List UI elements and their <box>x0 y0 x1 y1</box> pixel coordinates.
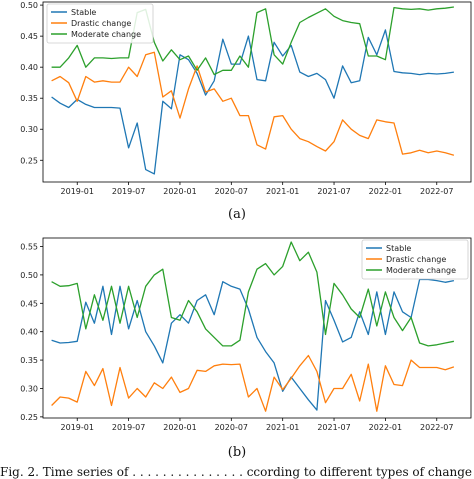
caption-b: (b) <box>228 445 246 460</box>
legend-label: Drastic change <box>71 19 131 28</box>
legend-label: Stable <box>71 8 96 17</box>
y-tick-label: 0.35 <box>20 356 38 365</box>
series-line-stable <box>51 278 455 411</box>
figure-caption: Fig. 2. Time series of . . . . . . . . .… <box>0 465 474 479</box>
x-tick-label: 2020-01 <box>163 423 196 432</box>
x-tick-label: 2021-07 <box>317 423 350 432</box>
y-tick-label: 0.55 <box>20 243 38 252</box>
x-tick-label: 2019-01 <box>61 423 94 432</box>
legend-label: Moderate change <box>71 30 141 39</box>
x-tick-label: 2019-07 <box>112 187 145 196</box>
y-tick-label: 0.25 <box>20 156 38 165</box>
legend: Stable Drastic change Moderate change <box>46 3 154 44</box>
plot-frame <box>42 1 472 183</box>
x-tick-label: 2019-01 <box>61 187 94 196</box>
legend-box <box>46 3 154 44</box>
legend-label: Drastic change <box>386 255 446 264</box>
y-tick-label: 0.30 <box>20 125 38 134</box>
series-line-drastic-change <box>51 51 455 156</box>
y-tick-label: 0.50 <box>20 1 38 10</box>
x-tick-label: 2022-01 <box>369 187 402 196</box>
y-tick-label: 0.45 <box>20 299 38 308</box>
x-tick-label: 2019-07 <box>112 423 145 432</box>
y-tick-label: 0.40 <box>20 328 38 337</box>
y-tick-label: 0.45 <box>20 32 38 41</box>
series-line-moderate-change <box>51 6 454 76</box>
chart-b: 0.25 0.30 0.35 0.40 0.45 0.50 0.55 2019-01 2019-… <box>20 237 472 432</box>
legend-label: Stable <box>386 244 411 253</box>
caption-a: (a) <box>228 207 246 222</box>
x-tick-label: 2021-01 <box>266 187 299 196</box>
y-tick-label: 0.30 <box>20 384 38 393</box>
series-line-stable <box>51 29 454 175</box>
x-tick-label: 2022-01 <box>369 423 402 432</box>
plot-frame <box>42 237 472 419</box>
chart-a: 0.25 0.30 0.35 0.40 0.45 0.50 2019-01 2019-07 20… <box>20 1 472 196</box>
legend-label: Moderate change <box>386 266 456 275</box>
series-line-drastic-change <box>51 354 455 412</box>
x-tick-label: 2020-01 <box>163 187 196 196</box>
y-tick-label: 0.50 <box>20 271 38 280</box>
x-tick-label: 2020-07 <box>215 187 248 196</box>
series-line-moderate-change <box>51 241 455 347</box>
x-tick-label: 2022-07 <box>420 423 453 432</box>
x-tick-label: 2021-01 <box>266 423 299 432</box>
y-tick-label: 0.25 <box>20 413 38 422</box>
x-tick-label: 2020-07 <box>215 423 248 432</box>
y-tick-label: 0.40 <box>20 63 38 72</box>
x-tick-label: 2022-07 <box>420 187 453 196</box>
y-tick-label: 0.35 <box>20 94 38 103</box>
x-tick-label: 2021-07 <box>317 187 350 196</box>
legend: Stable Drastic change Moderate change <box>361 239 469 280</box>
legend-box <box>361 239 469 280</box>
